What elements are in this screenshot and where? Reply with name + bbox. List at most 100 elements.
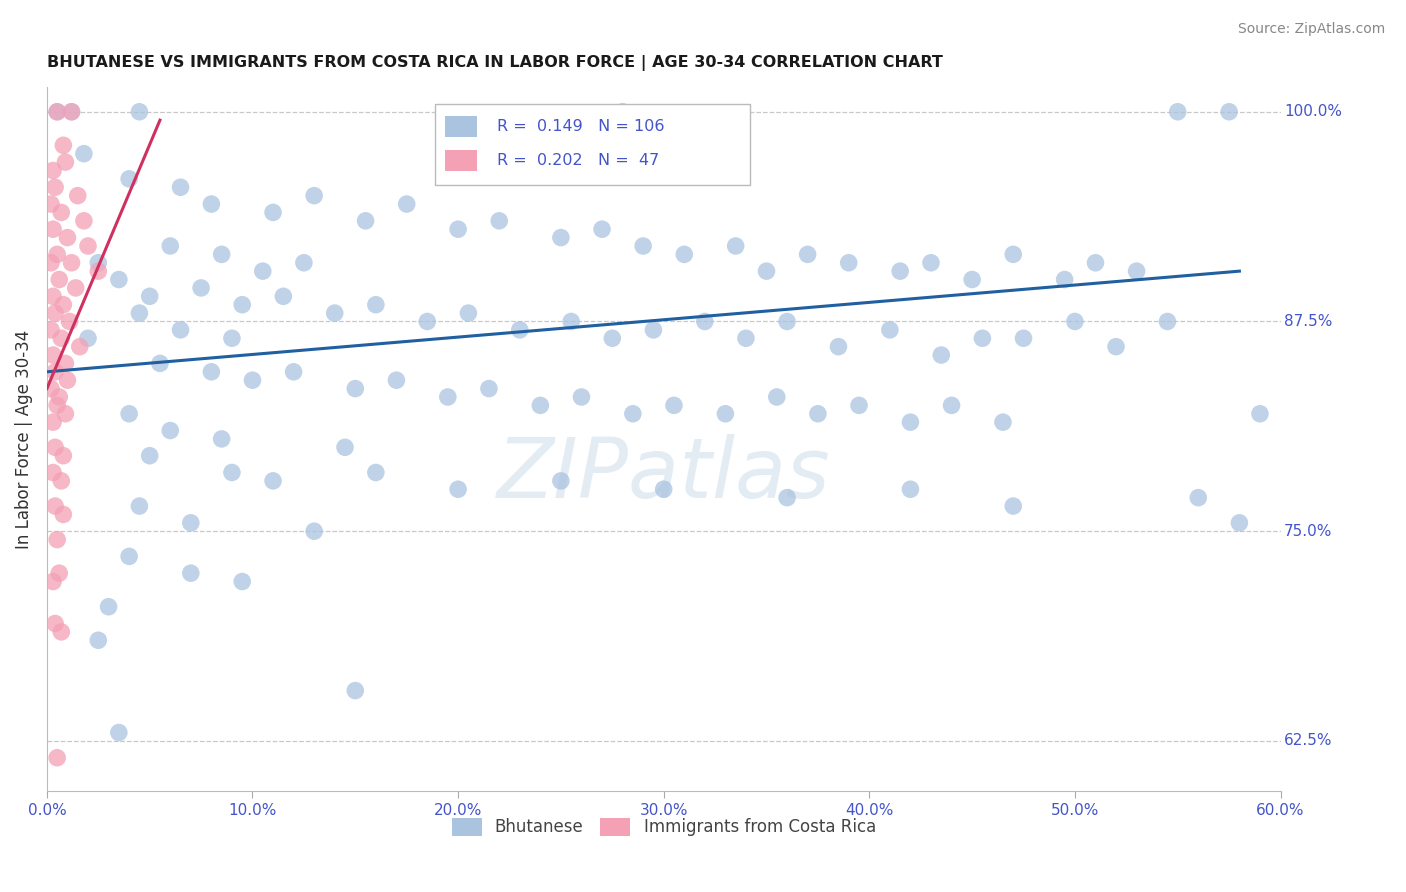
Bar <box>446 150 477 171</box>
Point <box>262 205 284 219</box>
Point <box>1053 272 1076 286</box>
Point <box>302 188 325 202</box>
Point <box>128 104 150 119</box>
Point <box>73 146 96 161</box>
Point <box>1187 491 1209 505</box>
Point <box>333 440 356 454</box>
Point <box>447 222 470 236</box>
Point <box>46 104 69 119</box>
Point <box>46 750 69 764</box>
Point <box>900 415 922 429</box>
Point <box>39 323 62 337</box>
Point <box>42 222 65 236</box>
Point <box>724 239 747 253</box>
Point <box>807 407 830 421</box>
Legend: Bhutanese, Immigrants from Costa Rica: Bhutanese, Immigrants from Costa Rica <box>444 811 883 843</box>
Point <box>1064 314 1087 328</box>
Text: R =  0.149   N = 106: R = 0.149 N = 106 <box>498 120 665 135</box>
Point <box>42 163 65 178</box>
Point <box>159 424 181 438</box>
Point <box>273 289 295 303</box>
Point <box>364 298 387 312</box>
Text: 62.5%: 62.5% <box>1284 733 1333 748</box>
Point <box>972 331 994 345</box>
Point <box>889 264 911 278</box>
Point <box>55 356 77 370</box>
Point <box>51 205 73 219</box>
Point <box>44 440 66 454</box>
Point <box>69 340 91 354</box>
Point <box>364 466 387 480</box>
Point <box>1167 104 1189 119</box>
Point <box>848 398 870 412</box>
Point <box>44 180 66 194</box>
Point <box>108 725 131 739</box>
Text: 75.0%: 75.0% <box>1284 524 1333 539</box>
Point <box>437 390 460 404</box>
Point <box>416 314 439 328</box>
Point <box>776 491 799 505</box>
Point <box>42 466 65 480</box>
Point <box>48 566 70 581</box>
Point <box>395 197 418 211</box>
Point <box>662 398 685 412</box>
Point <box>66 188 89 202</box>
Point <box>149 356 172 370</box>
Point <box>354 214 377 228</box>
Point <box>1012 331 1035 345</box>
Point <box>776 314 799 328</box>
Point <box>138 289 160 303</box>
Point <box>991 415 1014 429</box>
Point <box>838 256 860 270</box>
Point <box>560 314 582 328</box>
Point <box>920 256 942 270</box>
Point <box>221 466 243 480</box>
Point <box>1002 247 1025 261</box>
Point <box>169 180 191 194</box>
Point <box>550 230 572 244</box>
Point <box>97 599 120 614</box>
Point <box>1249 407 1271 421</box>
Point <box>283 365 305 379</box>
Point <box>302 524 325 539</box>
Point <box>128 306 150 320</box>
Point <box>169 323 191 337</box>
Point <box>39 256 62 270</box>
Point <box>56 373 79 387</box>
Text: 100.0%: 100.0% <box>1284 104 1343 120</box>
Point <box>138 449 160 463</box>
Point <box>323 306 346 320</box>
Point <box>60 104 83 119</box>
Point <box>631 239 654 253</box>
Point <box>344 382 367 396</box>
Text: ZIPatlas: ZIPatlas <box>496 434 831 515</box>
Point <box>714 407 737 421</box>
Point <box>591 222 613 236</box>
Point <box>42 415 65 429</box>
Point <box>1125 264 1147 278</box>
Point <box>128 499 150 513</box>
Point <box>827 340 849 354</box>
Point <box>231 298 253 312</box>
Point <box>58 314 80 328</box>
Point <box>673 247 696 261</box>
Point <box>52 508 75 522</box>
Point <box>929 348 952 362</box>
Point <box>56 230 79 244</box>
Point <box>77 239 100 253</box>
Point <box>242 373 264 387</box>
Point <box>200 197 222 211</box>
Point <box>735 331 758 345</box>
Point <box>941 398 963 412</box>
Point <box>46 247 69 261</box>
Point <box>42 289 65 303</box>
Point <box>755 264 778 278</box>
Point <box>211 247 233 261</box>
Point <box>60 104 83 119</box>
Point <box>621 407 644 421</box>
Point <box>457 306 479 320</box>
Point <box>39 197 62 211</box>
Point <box>55 155 77 169</box>
Point <box>612 104 634 119</box>
Point <box>900 483 922 497</box>
